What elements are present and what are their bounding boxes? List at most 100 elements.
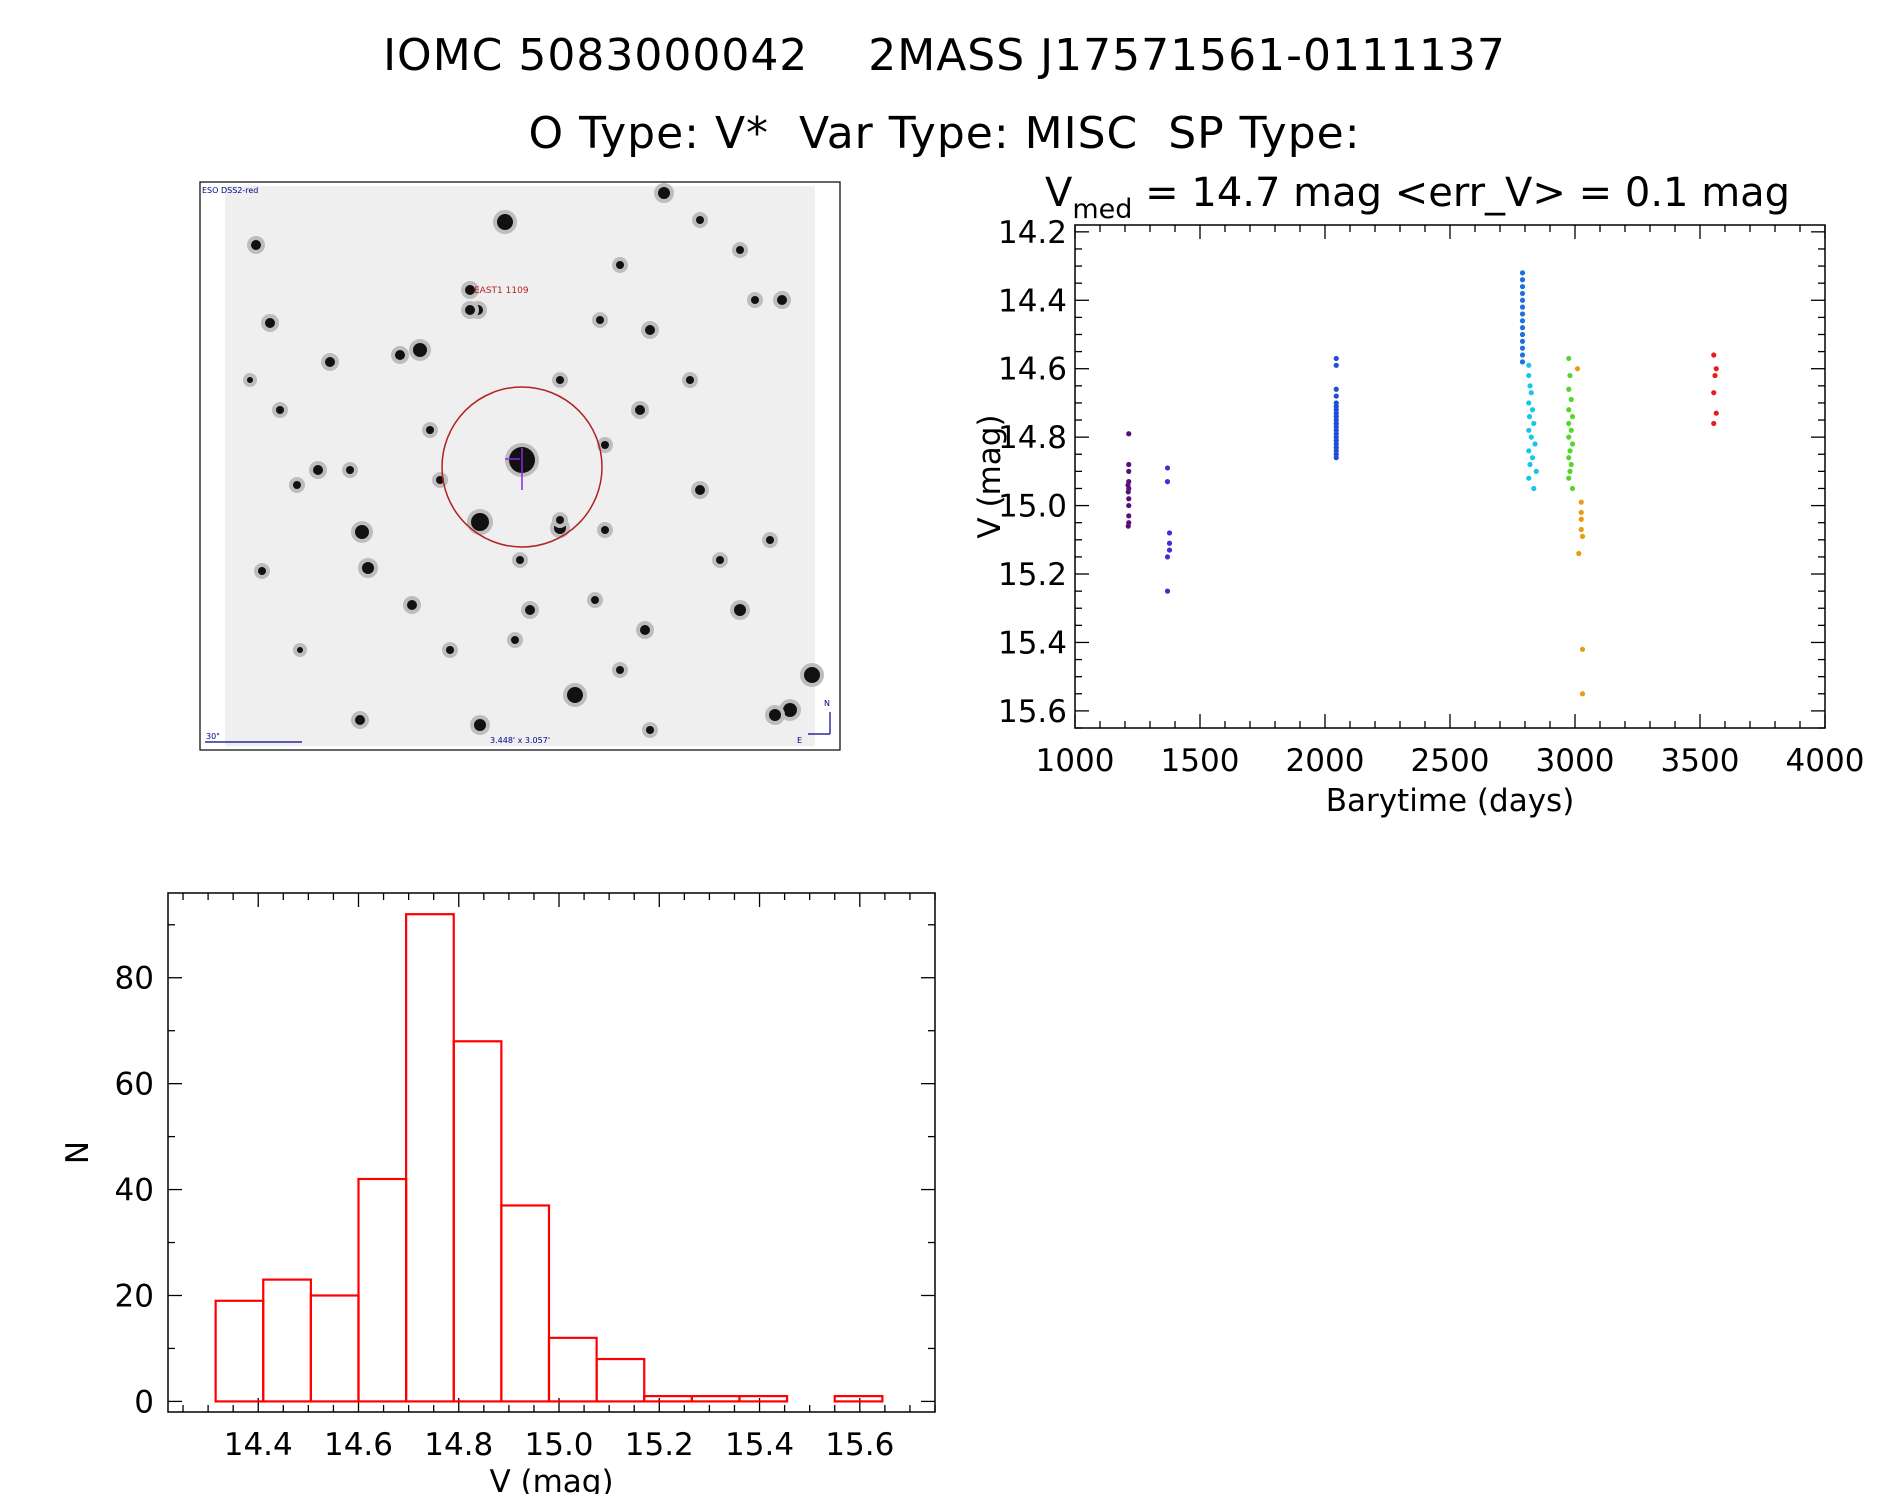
- data-point: [1711, 352, 1717, 358]
- histogram-bar: [547, 1336, 598, 1403]
- data-point: [1519, 304, 1526, 310]
- data-point: [1333, 355, 1339, 362]
- y-tick-label: 40: [115, 1173, 154, 1209]
- data-point: [1519, 325, 1526, 331]
- data-point: [1519, 345, 1526, 351]
- data-point: [1125, 489, 1131, 495]
- data-point: [1568, 396, 1574, 403]
- data-point: [1579, 691, 1586, 697]
- star: [247, 377, 253, 383]
- y-tick-label: 15.2: [998, 557, 1067, 593]
- histogram-bar: [833, 1395, 884, 1403]
- star: [265, 318, 275, 328]
- data-point: [1526, 414, 1533, 420]
- star: [616, 261, 624, 269]
- data-point: [1579, 533, 1586, 539]
- star: [601, 441, 609, 449]
- data-point: [1529, 455, 1536, 461]
- data-point: [1578, 499, 1584, 505]
- data-point: [1526, 427, 1532, 433]
- histogram-ticks: 14.4 14.6 14.8 15.0 15.2 15.4 15.6 0 20 40 60 80: [115, 893, 936, 1463]
- data-point: [1711, 420, 1717, 427]
- star: [804, 667, 820, 683]
- data-point: [1567, 448, 1573, 454]
- star: [446, 646, 454, 654]
- data-point: [1568, 461, 1574, 468]
- finder-stars: [243, 183, 824, 738]
- data-point: [1519, 270, 1526, 276]
- y-tick-label: 60: [115, 1067, 154, 1103]
- chart-title-line2: O Type: V* Var Type: MISC SP Type:: [528, 108, 1361, 159]
- data-point: [1164, 479, 1171, 485]
- data-point: [1532, 441, 1538, 447]
- data-point: [1713, 366, 1719, 372]
- star: [616, 666, 624, 674]
- data-point: [1519, 283, 1526, 290]
- histogram-bar: [262, 1278, 312, 1403]
- x-tick-label: 3500: [1661, 743, 1740, 779]
- y-tick-label: 0: [134, 1384, 154, 1420]
- data-point: [1531, 420, 1537, 427]
- data-point: [1333, 455, 1339, 461]
- star: [696, 216, 704, 224]
- y-tick-label: 15.0: [998, 489, 1067, 525]
- survey-label: ESO DSS2-red: [202, 186, 258, 195]
- star: [658, 187, 670, 199]
- star: [413, 343, 427, 357]
- data-point: [1164, 554, 1171, 560]
- x-tick-label: 1000: [1036, 743, 1115, 779]
- histogram-bar: [405, 913, 455, 1403]
- star: [596, 316, 604, 324]
- star: [407, 600, 417, 610]
- chart-title-line1: IOMC 5083000042 2MASS J17571561-0111137: [383, 30, 1506, 81]
- star: [346, 466, 354, 474]
- y-tick-label: 14.8: [998, 420, 1067, 456]
- data-point: [1567, 468, 1573, 474]
- star: [251, 240, 261, 250]
- histogram-bar: [309, 1294, 360, 1403]
- data-point: [1529, 407, 1536, 413]
- scale-label: 30": [206, 732, 220, 741]
- star: [646, 726, 654, 734]
- x-tick-label: 1500: [1161, 743, 1240, 779]
- star: [362, 562, 374, 574]
- data-point: [1526, 400, 1532, 406]
- star: [426, 426, 434, 434]
- histogram-bar: [643, 1395, 693, 1403]
- data-point: [1566, 434, 1572, 440]
- star: [751, 296, 759, 304]
- star: [556, 516, 564, 524]
- y-tick-label: 14.2: [998, 215, 1067, 251]
- data-point: [1528, 434, 1534, 440]
- data-point: [1519, 297, 1526, 303]
- data-point: [1125, 482, 1131, 488]
- star: [465, 285, 475, 295]
- lightcurve-y-axis-label: V (mag): [972, 414, 1008, 538]
- data-point: [1578, 516, 1584, 522]
- lightcurve-x-axis-label: Barytime (days): [1326, 783, 1575, 819]
- star: [497, 214, 513, 230]
- data-point: [1566, 386, 1572, 392]
- y-tick-label: 80: [115, 961, 154, 997]
- data-point: [1567, 372, 1573, 379]
- data-point: [1126, 431, 1132, 437]
- histogram-bar: [690, 1395, 741, 1403]
- data-point: [1519, 331, 1526, 338]
- data-point: [1533, 468, 1539, 474]
- star: [640, 625, 650, 635]
- data-point: [1578, 526, 1584, 533]
- data-point: [1574, 366, 1581, 372]
- data-point: [1333, 386, 1339, 392]
- star: [777, 295, 787, 305]
- star: [769, 709, 781, 721]
- lightcurve-points: [1125, 270, 1719, 697]
- histogram-bar: [452, 1040, 503, 1403]
- x-tick-label: 15.0: [525, 1427, 594, 1463]
- x-tick-label: 2000: [1286, 743, 1365, 779]
- x-tick-label: 14.4: [224, 1427, 293, 1463]
- star: [258, 567, 266, 575]
- vmed-symbol: V: [1045, 170, 1073, 216]
- star: [355, 715, 365, 725]
